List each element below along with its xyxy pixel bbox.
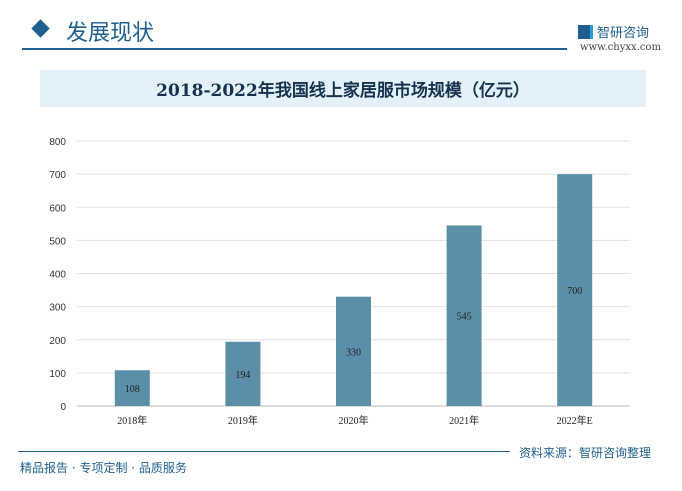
slogan: 精品报告 · 专项定制 · 品质服务 — [20, 461, 187, 475]
source-note: 资料来源：智研咨询整理 — [519, 446, 652, 460]
bar — [114, 370, 150, 406]
data-label: 108 — [125, 384, 140, 395]
y-tick-label: 100 — [49, 369, 66, 380]
y-tick-label: 500 — [49, 236, 66, 247]
y-tick-label: 800 — [49, 137, 66, 148]
chart-title: 2018-2022年我国线上家居服市场规模（亿元） — [40, 70, 646, 107]
bar-chart: 0 100 200 300 400 500 600 700 800 108 2018年 194 2019… — [49, 137, 630, 427]
footer-divider — [18, 451, 510, 452]
y-tick-label: 400 — [49, 270, 66, 281]
logo: 智研咨询 — [578, 22, 649, 41]
bar — [225, 341, 261, 406]
x-tick-label: 2018年 — [117, 414, 147, 427]
x-tick-label: 2022年E — [557, 414, 593, 427]
data-label: 700 — [567, 286, 582, 297]
website-url: www.chyxx.com — [580, 42, 661, 53]
x-tick-label: 2021年 — [449, 414, 479, 427]
diamond-icon — [31, 19, 50, 38]
y-tick-label: 300 — [49, 303, 66, 314]
bar — [557, 174, 593, 406]
x-tick-label: 2019年 — [228, 414, 258, 427]
y-tick-label: 700 — [49, 170, 66, 181]
logo-icon — [578, 24, 593, 39]
data-label: 194 — [235, 370, 250, 381]
y-tick-label: 200 — [49, 336, 66, 347]
y-tick-label: 600 — [49, 203, 66, 214]
data-label: 330 — [346, 347, 361, 358]
header-divider — [22, 48, 567, 50]
bar — [446, 225, 482, 406]
data-label: 545 — [457, 312, 472, 323]
section-title: 发展现状 — [66, 21, 155, 46]
logo-text: 智研咨询 — [597, 26, 650, 41]
y-tick-label: 0 — [60, 402, 66, 413]
x-tick-label: 2020年 — [339, 414, 369, 427]
bar — [336, 296, 371, 406]
